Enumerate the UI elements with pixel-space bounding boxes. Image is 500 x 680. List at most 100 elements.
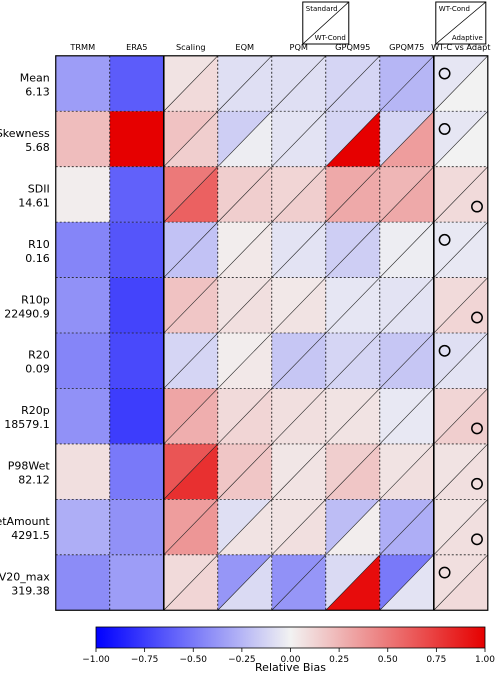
column-label-2: Scaling	[176, 42, 206, 52]
cell-diagonal-8-1	[217, 499, 272, 556]
cell-diagonal-6-2	[271, 388, 326, 445]
cell-era5-1	[109, 111, 164, 167]
legend-key-standard-upper-label: Standard	[306, 5, 338, 13]
better-marker-9	[438, 566, 451, 579]
colorbar: −1.00 −0.75 −0.50 −0.25 0.00 0.25 0.50 0.75 1.00…	[82, 626, 495, 674]
cell-diagonal-9-3	[325, 554, 381, 611]
colorbar-tick-label-5: 0.25	[329, 655, 349, 665]
row-label-value-4: 22490.9	[4, 307, 50, 320]
cell-trmm-6	[55, 388, 110, 444]
cell-diagonal-0-0	[163, 55, 218, 112]
cell-diagonal-wtc-1	[433, 111, 489, 167]
column-label-0: TRMM	[69, 42, 95, 52]
better-marker-5	[438, 344, 451, 357]
better-marker-6	[471, 422, 483, 435]
column-label-5: GPQM95	[335, 42, 370, 52]
colorbar-tick-label-6: 0.50	[378, 655, 398, 665]
better-marker-7	[471, 477, 483, 490]
row-label-name-6: R20p	[21, 404, 50, 417]
cell-diagonal-6-1	[217, 388, 272, 445]
cell-diagonal-8-2	[271, 499, 326, 556]
cell-diagonal-wtc-3	[433, 221, 489, 278]
cell-diagonal-1-4	[379, 111, 435, 167]
legend-key-wtc-upper-label: WT-Cond	[439, 5, 470, 13]
better-marker-0	[438, 67, 451, 80]
cell-diagonal-0-1	[217, 55, 272, 112]
cell-diagonal-1-2	[271, 111, 326, 167]
cell-trmm-0	[55, 55, 110, 112]
row-label-value-9: 319.38	[11, 585, 50, 598]
cell-diagonal-3-1	[217, 221, 272, 278]
better-marker-3	[438, 233, 451, 246]
legend-key-standard-lower-label: WT-Cond	[315, 34, 346, 42]
row-label-name-4: R10p	[21, 293, 50, 306]
cell-diagonal-2-2	[271, 166, 326, 223]
column-label-4: PQM	[290, 42, 308, 52]
cell-diagonal-wtc-0	[433, 55, 489, 112]
cell-diagonal-0-4	[379, 55, 435, 112]
row-label-value-8: 4291.5	[11, 529, 50, 542]
cell-diagonal-5-3	[325, 332, 381, 389]
row-label-name-5: R20	[28, 349, 50, 362]
cell-diagonal-5-1	[217, 332, 272, 389]
colorbar-tick-label-3: −0.25	[228, 655, 256, 665]
cell-diagonal-4-0	[163, 277, 218, 334]
cell-trmm-7	[55, 443, 110, 500]
cell-diagonal-1-3	[325, 111, 381, 167]
cell-diagonal-9-4	[379, 554, 435, 611]
cell-diagonal-wtc-4	[433, 277, 489, 334]
cell-diagonal-2-1	[217, 166, 272, 223]
cell-diagonal-2-4	[379, 166, 435, 223]
colorbar-tick-label-2: −0.50	[179, 655, 207, 665]
cell-diagonal-7-1	[217, 443, 272, 500]
cell-diagonal-4-2	[271, 277, 326, 334]
row-label-value-5: 0.09	[25, 363, 50, 376]
cell-trmm-9	[55, 554, 110, 611]
colorbar-tick-label-7: 0.75	[426, 655, 446, 665]
row-label-name-2: SDII	[28, 182, 50, 195]
row-label-value-3: 0.16	[25, 252, 50, 265]
legend-keys: Standard WT-Cond WT-Cond Adaptive	[302, 1, 487, 45]
column-label-1: ERA5	[126, 42, 147, 52]
row-label-value-0: 6.13	[25, 86, 50, 99]
cell-era5-5	[109, 333, 164, 389]
legend-key-standard-diagonal	[302, 1, 350, 45]
cell-diagonal-7-3	[325, 443, 381, 500]
cell-diagonal-wtc-9	[433, 554, 489, 611]
cell-standard-8-3	[325, 499, 380, 555]
cell-diagonal-4-1	[217, 277, 272, 334]
cell-diagonal-9-0	[163, 554, 218, 611]
column-label-6: GPQM75	[389, 42, 424, 52]
cell-era5-7	[109, 443, 164, 500]
cell-diagonal-6-0	[163, 388, 218, 445]
row-label-name-3: R10	[28, 238, 50, 251]
cell-diagonal-5-0	[163, 332, 218, 389]
cell-diagonal-0-2	[271, 55, 326, 112]
colorbar-tick-label-1: −0.75	[131, 655, 159, 665]
cell-diagonal-4-3	[325, 277, 381, 334]
cell-era5-3	[109, 222, 164, 278]
cell-diagonal-7-0	[163, 443, 218, 500]
cell-era5-8	[109, 499, 164, 555]
cell-diagonal-wtc-2	[433, 166, 489, 223]
colorbar-tick-label-0: −1.00	[82, 655, 110, 665]
colorbar-label: Relative Bias	[255, 661, 326, 674]
cell-diagonal-1-1	[217, 111, 272, 167]
cell-diagonal-7-4	[379, 443, 435, 500]
cell-era5-4	[109, 277, 164, 334]
cell-era5-2	[109, 166, 164, 223]
colorbar-bar	[95, 626, 486, 649]
better-marker-2	[471, 200, 483, 213]
row-label-name-0: Mean	[20, 72, 50, 85]
cell-diagonal-9-2	[271, 554, 326, 611]
row-label-name-8: P98WetAmount	[0, 515, 50, 528]
cell-diagonal-2-3	[325, 166, 381, 223]
row-label-value-6: 18579.1	[4, 418, 50, 431]
cell-trmm-3	[55, 222, 110, 278]
cell-diagonal-7-2	[271, 443, 326, 500]
column-labels: TRMM ERA5 Scaling EQM PQM GPQM95 GPQM75 WT-C vs…	[69, 42, 491, 52]
cell-trmm-5	[55, 333, 110, 389]
legend-key-wtc-diagonal	[435, 1, 487, 45]
